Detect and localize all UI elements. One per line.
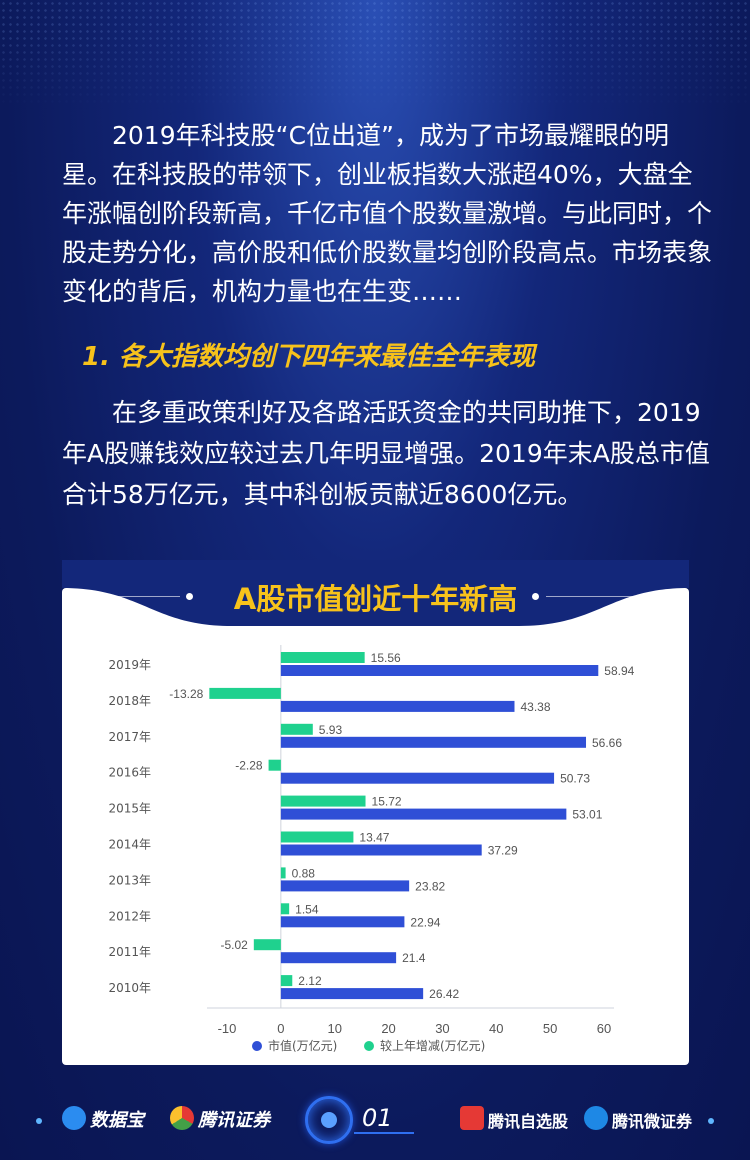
data-label: 56.66: [592, 736, 622, 750]
bar-market-cap: [280, 808, 567, 820]
x-tick-label: 0: [277, 1021, 284, 1036]
tencent-stock-app-logo-icon: [460, 1106, 484, 1130]
bar-market-cap: [280, 988, 424, 1000]
bar-market-cap: [280, 772, 555, 784]
footer-brand-shujubao: 数据宝: [90, 1110, 144, 1131]
y-category-label: 2016年: [108, 766, 151, 780]
footer-right-dot: [708, 1118, 714, 1124]
y-category-label: 2014年: [108, 837, 151, 851]
title-left-line: [110, 596, 180, 597]
data-label: 26.42: [429, 987, 459, 1001]
page-ring-icon: [305, 1096, 353, 1144]
bar-change: [280, 723, 313, 735]
shujubao-logo-icon: [62, 1106, 86, 1130]
data-label: 21.4: [402, 951, 426, 965]
legend-marker: [364, 1041, 374, 1051]
data-label: 53.01: [572, 808, 602, 822]
footer-brand-tencent-micro-securities: 腾讯微证券: [612, 1112, 693, 1131]
data-label: 5.93: [319, 723, 343, 737]
y-category-label: 2013年: [108, 873, 151, 887]
section-paragraph: 在多重政策利好及各路活跃资金的共同助推下，2019年A股赚钱效应较过去几年明显增…: [62, 398, 710, 509]
chart-title-banner: A股市值创近十年新高: [62, 560, 689, 626]
data-label: 15.56: [371, 651, 401, 665]
data-label: 23.82: [415, 879, 445, 893]
data-label: 1.54: [295, 902, 319, 916]
page-number-underline: [354, 1132, 414, 1134]
y-category-label: 2010年: [108, 981, 151, 995]
tencent-securities-logo-icon: [170, 1106, 194, 1130]
bar-change: [280, 903, 290, 915]
bar-change: [253, 939, 281, 951]
bar-market-cap: [280, 844, 482, 856]
legend-label: 市值(万亿元): [268, 1038, 337, 1053]
data-label: 13.47: [359, 831, 389, 845]
footer-brand-tencent-stock-app: 腾讯自选股: [488, 1112, 569, 1131]
data-label: -2.28: [235, 759, 263, 773]
data-label: 22.94: [410, 915, 440, 929]
bar-change: [280, 975, 293, 987]
section-title: 1. 各大指数均创下四年来最佳全年表现: [82, 342, 536, 372]
y-category-label: 2019年: [108, 658, 151, 672]
bar-chart: -10 0 10 20 30 40 50 60 2019年 15.56 58.94 2018年 -13.…: [108, 645, 635, 1053]
x-tick-label: 40: [489, 1021, 503, 1036]
x-tick-label: -10: [218, 1021, 237, 1036]
footer-left-dot: [36, 1118, 42, 1124]
legend-marker: [252, 1041, 262, 1051]
footer: 数据宝 腾讯证券 01 腾讯自选股 腾讯微证券: [0, 1092, 750, 1152]
world-map-background: [0, 0, 750, 110]
x-tick-label: 10: [327, 1021, 341, 1036]
y-category-label: 2017年: [108, 730, 151, 744]
y-category-label: 2018年: [108, 694, 151, 708]
legend-label: 较上年增减(万亿元): [380, 1038, 485, 1053]
data-label: 2.12: [298, 974, 322, 988]
x-tick-label: 50: [543, 1021, 557, 1036]
y-category-label: 2012年: [108, 909, 151, 923]
bar-market-cap: [280, 916, 405, 928]
bar-change: [280, 831, 354, 843]
y-category-label: 2011年: [108, 945, 151, 959]
x-tick-label: 30: [435, 1021, 449, 1036]
x-tick-label: 60: [597, 1021, 611, 1036]
bar-change: [280, 652, 365, 663]
bar-change: [268, 759, 281, 771]
data-label: 15.72: [372, 795, 402, 809]
data-label: 37.29: [488, 844, 518, 858]
data-label: -5.02: [220, 938, 248, 952]
chart-title: A股市值创近十年新高: [233, 582, 518, 616]
bar-market-cap: [280, 952, 397, 964]
page-number: 01: [362, 1104, 393, 1132]
data-label: -13.28: [169, 687, 203, 701]
data-label: 43.38: [520, 700, 550, 714]
tencent-micro-securities-logo-icon: [584, 1106, 608, 1130]
title-right-line: [546, 596, 636, 597]
bar-market-cap: [280, 700, 515, 712]
data-label: 0.88: [292, 866, 316, 880]
bar-change: [280, 795, 366, 807]
footer-brand-tencent-securities: 腾讯证券: [198, 1110, 270, 1131]
intro-paragraph: 2019年科技股“C位出道”，成为了市场最耀眼的明星。在科技股的带领下，创业板指…: [62, 121, 713, 306]
title-right-dot: [532, 593, 539, 600]
bar-market-cap: [280, 665, 599, 676]
data-label: 50.73: [560, 772, 590, 786]
y-category-label: 2015年: [108, 802, 151, 816]
bar-change: [280, 867, 286, 879]
x-tick-label: 20: [381, 1021, 395, 1036]
title-left-dot: [186, 593, 193, 600]
bar-change: [209, 687, 281, 699]
bar-market-cap: [280, 880, 410, 892]
bar-market-cap: [280, 736, 587, 748]
data-label: 58.94: [604, 664, 634, 678]
